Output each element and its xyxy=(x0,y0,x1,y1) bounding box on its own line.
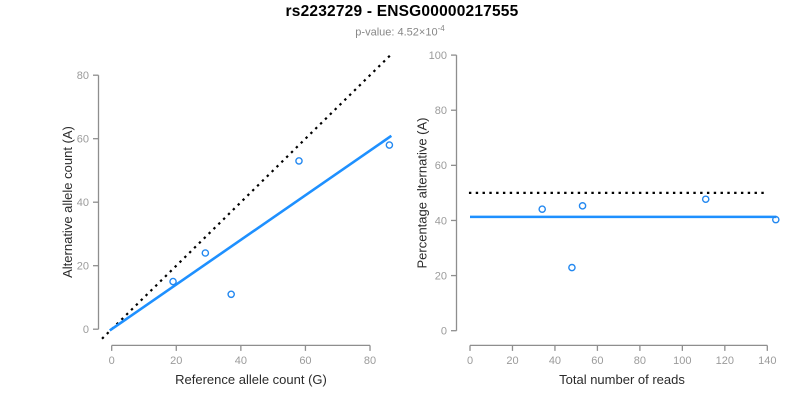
identity-line xyxy=(101,53,392,340)
data-point xyxy=(701,195,710,204)
y-axis-title: Percentage alternative (A) xyxy=(415,117,430,268)
y-tick-label: 20 xyxy=(77,261,89,273)
x-tick-label: 140 xyxy=(758,355,776,367)
x-tick-label: 60 xyxy=(299,355,311,367)
y-tick-label: 40 xyxy=(435,215,447,227)
p-value-text: p-value: 4.52×10 xyxy=(355,26,438,39)
x-tick-label: 0 xyxy=(109,355,115,367)
y-tick-label: 0 xyxy=(83,324,89,336)
y-tick-label: 40 xyxy=(77,197,89,209)
y-tick-label: 80 xyxy=(435,105,447,117)
fit-line xyxy=(109,134,393,332)
figure-subtitle: p-value: 4.52×10-4 xyxy=(0,24,800,39)
x-tick-label: 100 xyxy=(673,355,691,367)
x-tick-label: 40 xyxy=(235,355,247,367)
x-tick-label: 60 xyxy=(591,355,603,367)
y-tick-label: 60 xyxy=(435,160,447,172)
data-point xyxy=(385,141,394,149)
data-point xyxy=(227,290,235,299)
x-tick-label: 40 xyxy=(549,355,561,367)
data-point xyxy=(578,202,587,210)
x-tick-label: 80 xyxy=(634,355,646,367)
y-axis-title: Alternative allele count (A) xyxy=(60,126,75,278)
allele-counts-plot: 0 20 40 60 80 0 20 40 60 80 Reference allele count… xyxy=(60,53,394,387)
x-axis-title: Total number of reads xyxy=(559,372,685,387)
x-tick-label: 0 xyxy=(467,355,473,367)
x-tick-label: 120 xyxy=(716,355,734,367)
y-tick-label: 100 xyxy=(429,50,447,62)
x-tick-label: 80 xyxy=(364,355,376,367)
data-point xyxy=(169,277,177,286)
data-point xyxy=(538,205,547,213)
x-tick-label: 20 xyxy=(506,355,518,367)
data-point xyxy=(568,263,576,272)
y-tick-label: 60 xyxy=(77,134,89,146)
y-tick-label: 80 xyxy=(77,70,89,82)
percentage-alternative-plot: 0 20 40 60 80 100 120 140 0 20 40 60 80 100 Total numb… xyxy=(415,50,780,387)
p-value-exponent: -4 xyxy=(437,24,445,33)
data-point xyxy=(201,249,210,257)
x-axis-title: Reference allele count (G) xyxy=(175,372,327,387)
y-tick-label: 20 xyxy=(435,270,447,282)
y-tick-label: 0 xyxy=(441,326,447,338)
figure-title: rs2232729 - ENSG00000217555 xyxy=(285,3,519,20)
data-point xyxy=(295,157,303,165)
x-tick-label: 20 xyxy=(170,355,182,367)
data-point xyxy=(771,215,780,224)
